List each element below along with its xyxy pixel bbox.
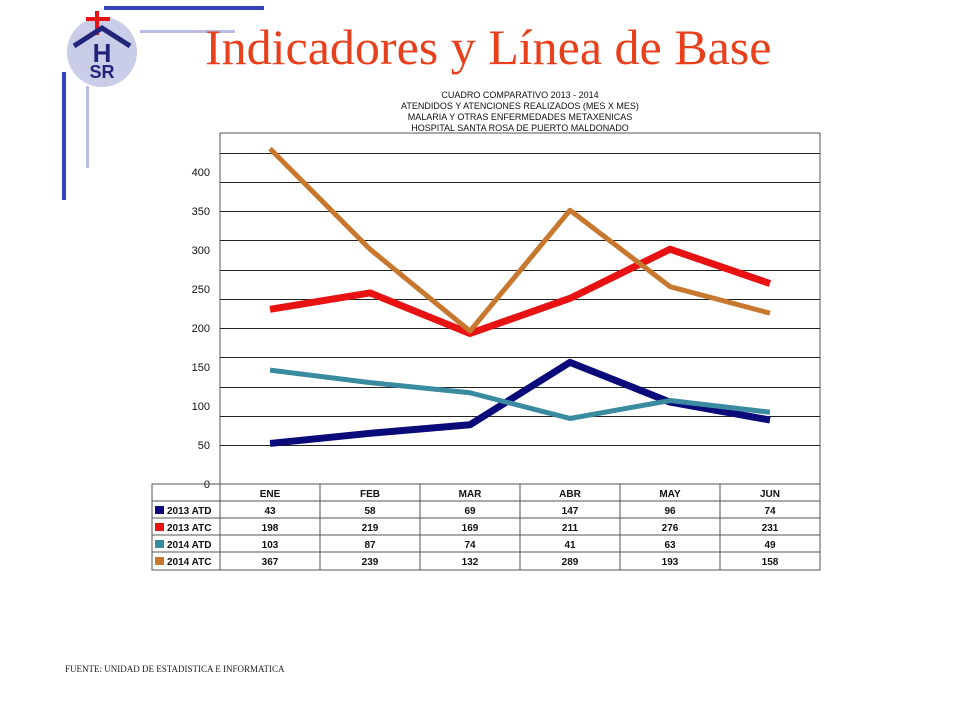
x-tick-label: FEB: [360, 489, 380, 500]
logo-cross-vertical: [95, 11, 99, 35]
logo-letters-bottom: SR: [89, 62, 114, 82]
x-tick-label: MAR: [459, 489, 483, 500]
accent-bar-light-top: [140, 30, 235, 33]
series-line-2014-atc: [268, 146, 771, 334]
table-cell-value: 276: [662, 523, 679, 534]
hospital-logo: H SR: [67, 11, 137, 87]
chart-title: CUADRO COMPARATIVO 2013 - 2014 ATENDIDOS…: [330, 90, 710, 134]
series-line-2013-atc: [269, 245, 772, 337]
chart-title-line: MALARIA Y OTRAS ENFERMEDADES METAXENICAS: [407, 112, 633, 122]
chart-title-line: CUADRO COMPARATIVO 2013 - 2014: [441, 90, 599, 100]
table-cell-value: 219: [362, 523, 379, 534]
slide-title: Indicadores y Línea de Base: [205, 19, 772, 75]
chart-series: [268, 146, 772, 447]
table-cell-value: 43: [264, 506, 276, 517]
table-cell-value: 158: [762, 557, 779, 568]
y-tick-label: 50: [198, 440, 210, 452]
plot-area: [219, 132, 821, 485]
source-note: FUENTE: UNIDAD DE ESTADISTICA E INFORMAT…: [65, 664, 285, 674]
y-tick-label: 200: [192, 323, 210, 335]
y-axis-ticks: 0 50 100 150 200 250 300 350 400: [192, 167, 210, 491]
x-tick-label: ENE: [260, 489, 281, 500]
table-cell-value: 41: [564, 540, 576, 551]
logo-roof: [72, 25, 132, 49]
legend-swatch: [155, 540, 164, 548]
table-cell-value: 87: [364, 540, 376, 551]
chart-title-line: ATENDIDOS Y ATENCIONES REALIZADOS (MES X…: [401, 101, 639, 111]
data-table: ENE FEB MAR ABR MAY JUN 2013 ATD 43 58 69 147 96 74 2…: [151, 483, 821, 571]
y-tick-label: 300: [192, 245, 210, 257]
accent-bar-left: [62, 72, 66, 200]
accent-bar-top: [104, 6, 264, 10]
table-cell-value: 74: [464, 540, 476, 551]
y-tick-label: 100: [192, 401, 210, 413]
table-cell-value: 147: [562, 506, 579, 517]
logo-letter-top: H: [93, 38, 112, 68]
legend-swatch: [155, 506, 164, 514]
table-cell-value: 63: [664, 540, 676, 551]
legend-label: 2014 ATC: [167, 557, 211, 568]
table-cell-value: 49: [764, 540, 776, 551]
x-tick-label: JUN: [760, 489, 780, 500]
chart-title-line: HOSPITAL SANTA ROSA DE PUERTO MALDONADO: [411, 123, 629, 133]
y-tick-label: 350: [192, 206, 210, 218]
y-tick-label: 400: [192, 167, 210, 179]
x-tick-label: ABR: [559, 489, 581, 500]
legend-label: 2014 ATD: [167, 540, 211, 551]
table-cell-value: 198: [262, 523, 279, 534]
table-cell-value: 69: [464, 506, 476, 517]
table-cell-value: 193: [662, 557, 679, 568]
table-cell-value: 367: [262, 557, 279, 568]
table-cell-value: 58: [364, 506, 376, 517]
table-frame: [151, 483, 821, 571]
table-cell-value: 231: [762, 523, 779, 534]
logo-circle: [67, 17, 137, 87]
y-tick-label: 250: [192, 284, 210, 296]
chart-grid: [219, 132, 821, 485]
legend-label: 2013 ATD: [167, 506, 211, 517]
series-line-2014-atd: [269, 367, 771, 421]
table-cell-value: 289: [562, 557, 579, 568]
table-cell-value: 239: [362, 557, 379, 568]
table-cell-value: 169: [462, 523, 479, 534]
accent-bar-light-left: [86, 86, 89, 168]
logo-cross-horizontal: [86, 17, 110, 21]
legend-label: 2013 ATC: [167, 523, 211, 534]
table-cell-value: 103: [262, 540, 279, 551]
series-line-2013-atd: [269, 358, 771, 447]
x-tick-label: MAY: [659, 489, 681, 500]
legend-swatch: [155, 523, 164, 531]
legend-swatch: [155, 557, 164, 565]
y-tick-label: 0: [204, 479, 210, 491]
table-cell-value: 211: [562, 523, 579, 534]
table-cell-value: 132: [462, 557, 479, 568]
y-tick-label: 150: [192, 362, 210, 374]
table-cell-value: 74: [764, 506, 776, 517]
table-cell-value: 96: [664, 506, 676, 517]
